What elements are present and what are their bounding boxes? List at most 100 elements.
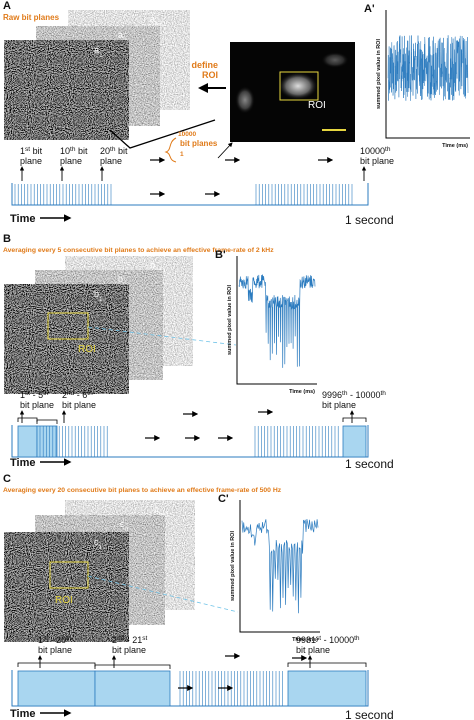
superscript: th <box>66 635 72 642</box>
define-roi: ROI <box>202 70 218 80</box>
trace <box>241 519 319 614</box>
text-part: - 10000 <box>321 635 354 645</box>
roi-label: ROI <box>55 595 73 606</box>
timeline-frame <box>11 183 369 206</box>
timeline-label: plane <box>20 156 42 166</box>
arrow <box>217 142 233 159</box>
bit-plane <box>4 40 129 140</box>
panel-letter: B <box>3 233 11 245</box>
panel-title: Raw bit planes <box>3 13 60 22</box>
trace-x-label: Time (ms) <box>289 389 315 395</box>
timeline-label: 10000th <box>360 146 391 157</box>
timeline-label: plane <box>100 156 122 166</box>
panel-title: Averaging every 5 consecutive bit planes… <box>3 247 274 254</box>
plane-sub: n+1 <box>155 21 166 28</box>
text-part: - 5 <box>30 390 43 400</box>
define-roi: define <box>191 60 218 70</box>
trace-letter: A' <box>364 3 375 15</box>
plane-base: a <box>118 30 123 40</box>
timeline-label: 1st - 5th <box>20 390 49 401</box>
superscript: th <box>70 146 76 153</box>
superscript: st <box>43 635 48 642</box>
text-part: - 21 <box>124 635 142 645</box>
bracket <box>17 417 38 422</box>
superscript: st <box>142 635 147 642</box>
plane-base: a <box>94 45 99 55</box>
text-part: 9996 <box>322 390 342 400</box>
text-part: - 6 <box>74 390 87 400</box>
superscript: th <box>385 146 391 153</box>
timeline-label: bit plane <box>322 400 356 410</box>
plane-base: a <box>150 14 155 24</box>
text-part: bit plane <box>62 400 96 410</box>
timeline-label: bit plane <box>62 400 96 410</box>
panel-letter: A <box>3 0 11 12</box>
stack-count: 10000 <box>178 131 196 138</box>
plane-sub: 1 <box>99 544 103 551</box>
text-part: 10 <box>60 146 70 156</box>
superscript: st <box>25 390 30 397</box>
timeline-label: bit plane <box>20 400 54 410</box>
plane-label: an+1 <box>150 14 166 28</box>
timeline-label: bit plane <box>296 645 330 655</box>
stack-bracket <box>109 119 216 149</box>
timeline-label: bit plane <box>112 645 146 655</box>
duration: 1 second <box>345 708 394 720</box>
averaged-block <box>342 425 367 458</box>
text-part: plane <box>100 156 122 166</box>
roi-box <box>47 312 89 340</box>
bracket <box>17 662 96 667</box>
text-part: bit plane <box>20 400 54 410</box>
sum-sign <box>164 137 177 163</box>
text-part: 2 <box>112 635 117 645</box>
roi-link <box>87 575 239 613</box>
bracket <box>36 419 58 424</box>
timeline-label: 20th bit <box>100 146 128 157</box>
roi-label: ROI <box>308 100 326 111</box>
trace-x-label: Time (ms) <box>292 637 318 643</box>
superscript: th <box>380 390 386 397</box>
time-label: Time <box>10 708 35 720</box>
trace-y-label: summed pixel value in ROI <box>227 285 233 355</box>
plane-base: c <box>120 519 125 529</box>
trace-x-label: Time (ms) <box>442 143 468 149</box>
plane-base: b <box>118 274 123 284</box>
trace-letter: C' <box>218 493 229 505</box>
timeline-label: 10th bit <box>60 146 88 157</box>
roi-box <box>49 561 89 589</box>
timeline-label: 9981st - 10000th <box>296 635 360 646</box>
averaged-block <box>17 425 38 458</box>
plane-sub: 1 <box>99 296 103 303</box>
trace-y-label: summed pixel value in ROI <box>230 531 236 601</box>
text-part: - 20 <box>48 635 66 645</box>
text-part: bit <box>115 146 128 156</box>
stack-start: 1 <box>180 151 184 158</box>
plane-sub: n <box>125 526 129 533</box>
plane-label: cn+1 <box>154 504 170 518</box>
averaged-block <box>36 425 58 458</box>
text-part: plane <box>20 156 42 166</box>
bracket <box>342 417 367 422</box>
plane-label: b1 <box>94 289 103 303</box>
superscript: st <box>25 146 30 153</box>
plane-label: cn <box>120 519 129 533</box>
stack-count: bit planes <box>180 139 218 148</box>
text-part: 1 <box>20 390 25 400</box>
timeline-label: bit plane <box>360 156 394 166</box>
time-label: Time <box>10 457 35 469</box>
averaged-block <box>287 670 367 707</box>
averaged-block <box>94 670 171 707</box>
text-part: 1 <box>20 146 25 156</box>
panel-title: Averaging every 20 consecutive bit plane… <box>3 487 282 494</box>
bit-plane <box>4 532 129 642</box>
time-label: Time <box>10 213 35 225</box>
plane-base: c <box>154 504 159 514</box>
duration: 1 second <box>345 213 394 227</box>
plane-label: c1 <box>94 537 103 551</box>
text-part: 10000 <box>360 146 385 156</box>
trace <box>387 35 469 101</box>
timeline-frame <box>11 670 369 707</box>
superscript: th <box>354 635 360 642</box>
text-part: bit plane <box>322 400 356 410</box>
